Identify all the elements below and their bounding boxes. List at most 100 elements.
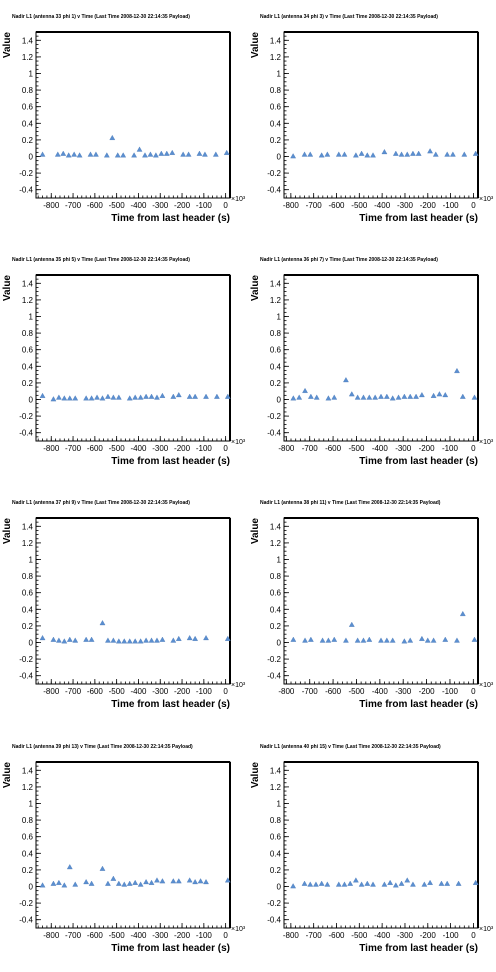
chart-panel-1: Nadir L1 (antenna 33 phi 1) v Time (Last… [2, 14, 246, 224]
data-point [313, 394, 320, 400]
y-tick-label: 0.8 [22, 329, 34, 338]
data-point [290, 636, 297, 642]
y-tick-label: 1 [29, 800, 34, 809]
data-point [455, 880, 462, 886]
data-point [389, 395, 396, 401]
data-point [341, 881, 348, 887]
y-tick-label: 1.2 [270, 296, 282, 305]
x-tick-label: -800 [43, 687, 60, 696]
x-tick-label: -200 [174, 444, 191, 453]
data-point [105, 637, 111, 643]
data-point [203, 879, 209, 885]
data-point [301, 880, 308, 886]
chart-title: Nadir L1 (antenna 38 phi 11) v Time (Las… [260, 500, 441, 506]
y-tick-label: 1 [277, 556, 282, 565]
x-tick-label: -100 [443, 201, 460, 210]
data-point [203, 635, 209, 641]
x-tick-label: -800 [43, 444, 60, 453]
data-point [50, 636, 57, 642]
data-point [459, 393, 466, 399]
data-point [454, 367, 460, 374]
x-tick-label: 0 [223, 687, 228, 696]
y-tick-label: 1.4 [22, 522, 34, 531]
data-point [427, 879, 433, 885]
y-tick-label: -0.2 [267, 899, 281, 908]
x-axis-label: Time from last header (s) [359, 456, 478, 467]
y-tick-label: 0.6 [270, 833, 282, 842]
x-tick-label: 0 [471, 931, 476, 940]
x-tick-label: -300 [152, 201, 169, 210]
y-tick-label: -0.2 [19, 655, 33, 664]
x-tick-label: -600 [328, 931, 345, 940]
x-tick-label: -100 [196, 201, 213, 210]
data-point [404, 151, 411, 157]
data-point [93, 151, 99, 157]
data-point [319, 637, 326, 643]
y-tick-label: -0.2 [19, 412, 33, 421]
data-point [410, 150, 416, 156]
data-point [66, 395, 73, 401]
x-tick-label: -600 [87, 201, 104, 210]
y-tick-label: 1.4 [270, 279, 282, 288]
data-point [472, 150, 479, 156]
y-tick-label: -0.4 [267, 186, 281, 195]
y-tick-label: 1.2 [22, 783, 34, 792]
y-tick-label: 1 [29, 70, 34, 79]
data-point [343, 637, 349, 643]
data-point [313, 881, 319, 887]
y-tick-label: -0.4 [267, 916, 281, 925]
data-point [148, 393, 155, 399]
data-point [170, 393, 177, 399]
data-point [442, 636, 449, 642]
data-point [419, 392, 425, 398]
y-tick-label: 1.4 [270, 766, 282, 775]
data-point [72, 881, 79, 887]
y-tick-label: 0.6 [22, 833, 34, 842]
chart-panel-6: Nadir L1 (antenna 38 phi 11) v Time (Las… [250, 500, 494, 710]
x-axis-label: Time from last header (s) [111, 456, 230, 467]
data-point [109, 134, 116, 140]
x-tick-label: -700 [65, 444, 82, 453]
y-tick-label: 1.4 [22, 36, 34, 45]
y-tick-label: 0.4 [270, 605, 282, 614]
x-tick-label: -100 [196, 444, 213, 453]
data-point [148, 879, 155, 885]
data-point [307, 881, 314, 887]
y-tick-label: -0.2 [19, 169, 33, 178]
x-tick-label: -600 [87, 687, 104, 696]
data-point [180, 151, 186, 157]
y-tick-label: -0.4 [19, 186, 33, 195]
data-point [154, 637, 160, 643]
data-point [364, 152, 371, 158]
y-tick-label: 0.2 [270, 136, 282, 145]
y-tick-label: 0 [277, 396, 282, 405]
data-point [224, 877, 231, 883]
x-axis-label: Time from last header (s) [111, 213, 230, 224]
chart-panel-3: Nadir L1 (antenna 35 phi 5) v Time (Last… [2, 257, 246, 467]
data-point [83, 395, 89, 401]
data-point [401, 638, 408, 644]
data-point [99, 395, 106, 401]
x-tick-label: -400 [374, 931, 391, 940]
chart-panel-5: Nadir L1 (antenna 37 phi 9) v Time (Last… [2, 500, 246, 710]
data-point [459, 610, 466, 617]
data-point [450, 151, 456, 157]
y-tick-label: 0.2 [270, 622, 282, 631]
data-point [143, 393, 149, 399]
x-axis-multiplier: ×10³ [231, 439, 246, 446]
data-point [126, 395, 133, 401]
data-point [159, 392, 166, 398]
x-tick-label: -700 [306, 201, 323, 210]
y-tick-label: 1 [277, 313, 282, 322]
y-tick-label: 0.6 [270, 346, 282, 355]
data-point [432, 151, 439, 157]
data-point [99, 865, 106, 871]
data-point [196, 150, 203, 156]
data-point [158, 150, 165, 156]
x-tick-label: -700 [306, 931, 323, 940]
x-tick-label: -100 [443, 931, 460, 940]
data-point [186, 635, 193, 641]
data-point [302, 387, 308, 393]
data-point [175, 392, 182, 398]
data-point [410, 881, 416, 887]
